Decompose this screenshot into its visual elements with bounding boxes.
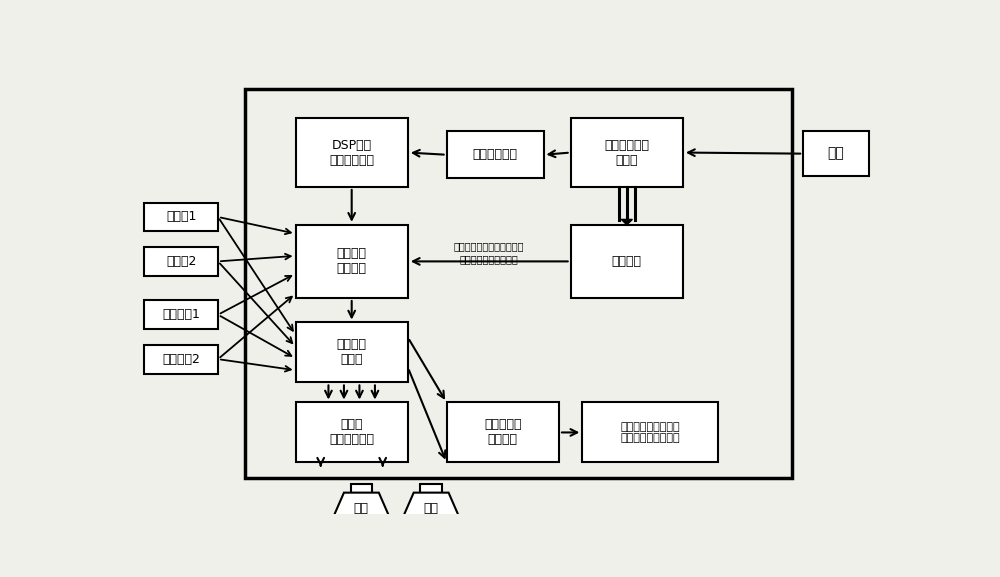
Text: 主功放2: 主功放2 bbox=[166, 255, 196, 268]
Text: 备用功放1: 备用功放1 bbox=[162, 308, 200, 321]
Polygon shape bbox=[621, 219, 632, 225]
FancyBboxPatch shape bbox=[296, 403, 408, 462]
FancyBboxPatch shape bbox=[803, 132, 869, 176]
FancyBboxPatch shape bbox=[447, 403, 559, 462]
FancyBboxPatch shape bbox=[420, 484, 442, 493]
Text: 叠加在每路输出信号上: 叠加在每路输出信号上 bbox=[460, 254, 519, 264]
Text: 各路音频
信号输出: 各路音频 信号输出 bbox=[337, 248, 367, 275]
FancyBboxPatch shape bbox=[351, 484, 372, 493]
FancyBboxPatch shape bbox=[571, 225, 683, 298]
Text: 各路信号处理: 各路信号处理 bbox=[473, 148, 518, 161]
FancyBboxPatch shape bbox=[296, 225, 408, 298]
Text: 继电器
（主备切换）: 继电器 （主备切换） bbox=[329, 418, 374, 447]
Text: 音源: 音源 bbox=[828, 147, 844, 160]
Text: 备用功放2: 备用功放2 bbox=[162, 353, 200, 366]
FancyBboxPatch shape bbox=[144, 247, 218, 276]
FancyBboxPatch shape bbox=[447, 132, 544, 178]
Text: 各路音频信号
输入端: 各路音频信号 输入端 bbox=[604, 138, 649, 167]
FancyBboxPatch shape bbox=[144, 344, 218, 373]
FancyBboxPatch shape bbox=[571, 118, 683, 187]
Text: 功放功率
输入端: 功放功率 输入端 bbox=[337, 339, 367, 366]
Text: 喇叭: 喇叭 bbox=[354, 502, 369, 515]
FancyBboxPatch shape bbox=[296, 118, 408, 187]
Text: 主控芯片: 主控芯片 bbox=[612, 255, 642, 268]
Text: 主功放1: 主功放1 bbox=[166, 211, 196, 223]
Text: 各路功放的
选频电路: 各路功放的 选频电路 bbox=[484, 418, 522, 447]
FancyBboxPatch shape bbox=[296, 323, 408, 383]
Text: 喇叭: 喇叭 bbox=[424, 502, 439, 515]
Polygon shape bbox=[332, 493, 390, 519]
FancyBboxPatch shape bbox=[144, 300, 218, 329]
Text: 发送一个固定的超音频信号: 发送一个固定的超音频信号 bbox=[454, 241, 524, 251]
FancyBboxPatch shape bbox=[582, 403, 718, 462]
FancyBboxPatch shape bbox=[144, 203, 218, 231]
Text: 针对各路选出来的频
率信号进行模数转换: 针对各路选出来的频 率信号进行模数转换 bbox=[620, 422, 680, 443]
Text: DSP芯片
（音频切换）: DSP芯片 （音频切换） bbox=[329, 138, 374, 167]
Polygon shape bbox=[402, 493, 460, 519]
